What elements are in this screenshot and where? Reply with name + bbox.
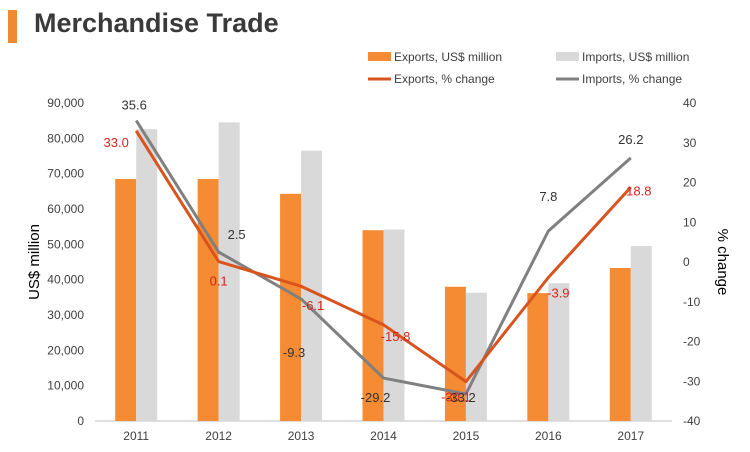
y-tick-label: 30,000 — [47, 308, 84, 322]
bar-imports — [383, 229, 405, 421]
y-tick-label: 90,000 — [47, 96, 84, 110]
bar-imports — [218, 122, 240, 421]
data-label-exports-change: 0.1 — [210, 274, 228, 289]
legend: Exports, US$ million Imports, US$ millio… — [368, 50, 689, 86]
x-tick-label: 2013 — [288, 429, 315, 443]
y2-tick-label: -30 — [683, 374, 701, 388]
page-title: Merchandise Trade — [34, 8, 279, 38]
bar-exports — [444, 286, 466, 421]
data-label-imports-change: -9.3 — [283, 345, 305, 360]
y2-tick-label: 10 — [683, 215, 697, 229]
bar-exports — [609, 268, 631, 421]
x-tick-label: 2017 — [617, 429, 644, 443]
y-tick-label: 20,000 — [47, 343, 84, 357]
bar-exports — [527, 293, 549, 421]
bar-imports — [465, 292, 487, 421]
x-axis-ticks: 2011 2012 2013 2014 2015 2016 2017 — [123, 429, 644, 443]
data-label-exports-change: 18.8 — [626, 183, 651, 198]
y-tick-label: 0 — [77, 414, 84, 428]
bar-imports — [548, 283, 570, 421]
y-tick-label: 80,000 — [47, 131, 84, 145]
data-label-exports-change: -6.1 — [302, 298, 324, 313]
legend-label-imports-line: Imports, % change — [582, 72, 682, 86]
data-label-imports-change: 35.6 — [122, 97, 147, 112]
data-label-exports-change: -30.1 — [441, 390, 471, 405]
bar-exports — [115, 178, 137, 421]
y-tick-label: 40,000 — [47, 273, 84, 287]
legend-label-exports-bar: Exports, US$ million — [394, 50, 502, 64]
y2-tick-label: 40 — [683, 96, 697, 110]
y-tick-label: 60,000 — [47, 202, 84, 216]
data-label-imports-change: 2.5 — [228, 227, 246, 242]
bar-imports — [136, 129, 158, 421]
y2-axis-ticks: -40 -30 -20 -10 0 10 20 30 40 — [683, 96, 701, 428]
lines-layer — [134, 119, 632, 396]
data-labels-layer: 33.0 0.1 -6.1 -15.8 -30.1 -3.9 18.8 35.6 2.5 -9.3… — [104, 97, 652, 405]
bar-imports — [630, 246, 652, 421]
y-tick-label: 10,000 — [47, 379, 84, 393]
x-tick-label: 2015 — [453, 429, 480, 443]
bars-layer — [115, 122, 652, 421]
bar-imports — [301, 150, 323, 421]
x-tick-label: 2016 — [535, 429, 562, 443]
legend-label-exports-line: Exports, % change — [394, 72, 495, 86]
legend-label-imports-bar: Imports, US$ million — [582, 50, 689, 64]
x-tick-label: 2012 — [205, 429, 232, 443]
line-exports-change — [134, 130, 632, 384]
data-label-exports-change: -3.9 — [547, 286, 569, 301]
x-tick-label: 2014 — [370, 429, 397, 443]
y2-axis-title: % change — [714, 229, 731, 296]
y2-tick-label: -40 — [683, 414, 701, 428]
legend-swatch-exports-bar — [368, 52, 391, 61]
y2-tick-label: 0 — [683, 255, 690, 269]
data-label-exports-change: 33.0 — [104, 135, 129, 150]
y-tick-label: 50,000 — [47, 237, 84, 251]
y2-tick-label: -20 — [683, 335, 701, 349]
line-imports-change — [134, 119, 632, 396]
data-label-imports-change: -33.2 — [446, 390, 476, 405]
data-label-imports-change: -29.2 — [361, 390, 391, 405]
data-label-imports-change: 7.8 — [539, 189, 557, 204]
y2-tick-label: 30 — [683, 136, 697, 150]
y-tick-label: 70,000 — [47, 167, 84, 181]
bar-exports — [280, 193, 302, 421]
bar-exports — [197, 178, 219, 421]
data-label-imports-change: 26.2 — [618, 132, 643, 147]
x-tick-label: 2011 — [123, 429, 149, 443]
y-axis-title: US$ million — [26, 224, 43, 300]
title-accent-bar — [8, 10, 17, 43]
legend-swatch-imports-bar — [556, 52, 579, 61]
y2-tick-label: -10 — [683, 295, 701, 309]
data-label-exports-change: -15.8 — [381, 329, 411, 344]
y2-tick-label: 20 — [683, 176, 697, 190]
y-axis-ticks: 0 10,000 20,000 30,000 40,000 50,000 60,000 70,… — [47, 96, 84, 428]
